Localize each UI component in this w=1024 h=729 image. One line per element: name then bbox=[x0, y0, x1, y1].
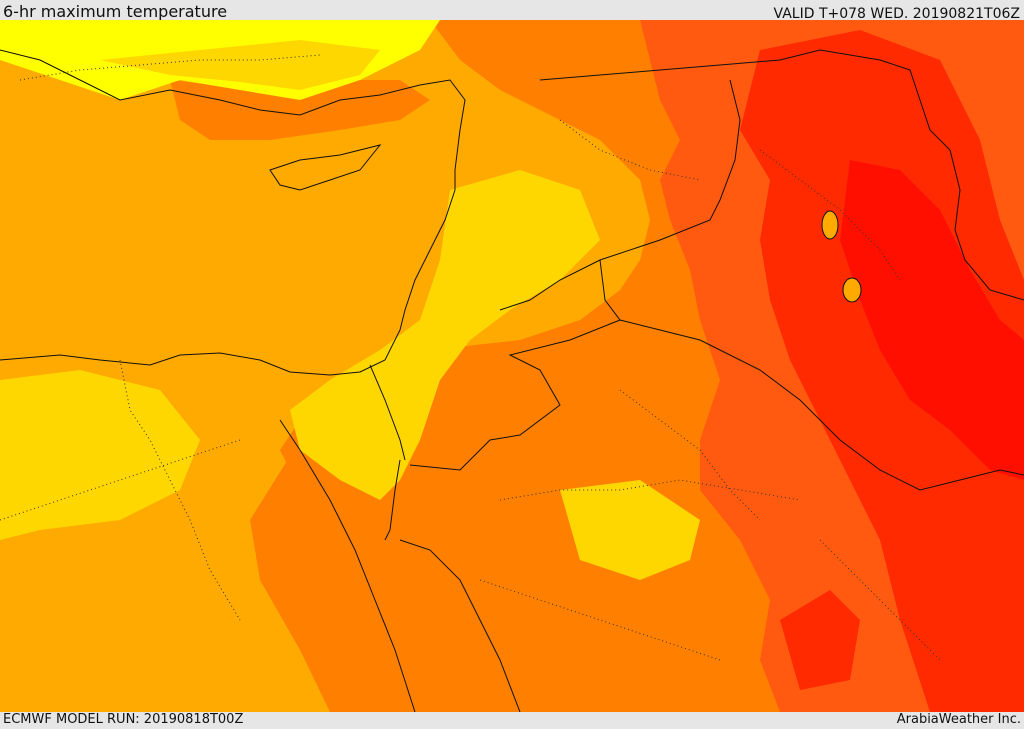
temp-zone-mediterranean bbox=[0, 90, 450, 370]
temp-zone-red-southeast bbox=[780, 590, 860, 690]
coastlines bbox=[0, 49, 1024, 712]
temp-zone-gold-egypt bbox=[0, 370, 200, 540]
temp-zone-gold-levant bbox=[290, 170, 600, 500]
map-title: 6-hr maximum temperature bbox=[3, 2, 228, 21]
temperature-map bbox=[0, 20, 1024, 712]
lakes bbox=[821, 210, 862, 303]
temp-zone-orange-turkey bbox=[170, 80, 430, 140]
model-run-label: ECMWF MODEL RUN: 20190818T00Z bbox=[3, 712, 244, 727]
temp-zone-red bbox=[740, 30, 1024, 712]
valid-time: VALID T+078 WED. 20190821T06Z bbox=[773, 6, 1020, 22]
temp-zone-gold-arabia bbox=[560, 480, 700, 580]
temp-zone-deep-red bbox=[840, 160, 1024, 480]
temp-zone-gold-turkey bbox=[100, 40, 380, 90]
internal-boundaries bbox=[0, 54, 941, 661]
credit-label: ArabiaWeather Inc. bbox=[896, 712, 1021, 727]
